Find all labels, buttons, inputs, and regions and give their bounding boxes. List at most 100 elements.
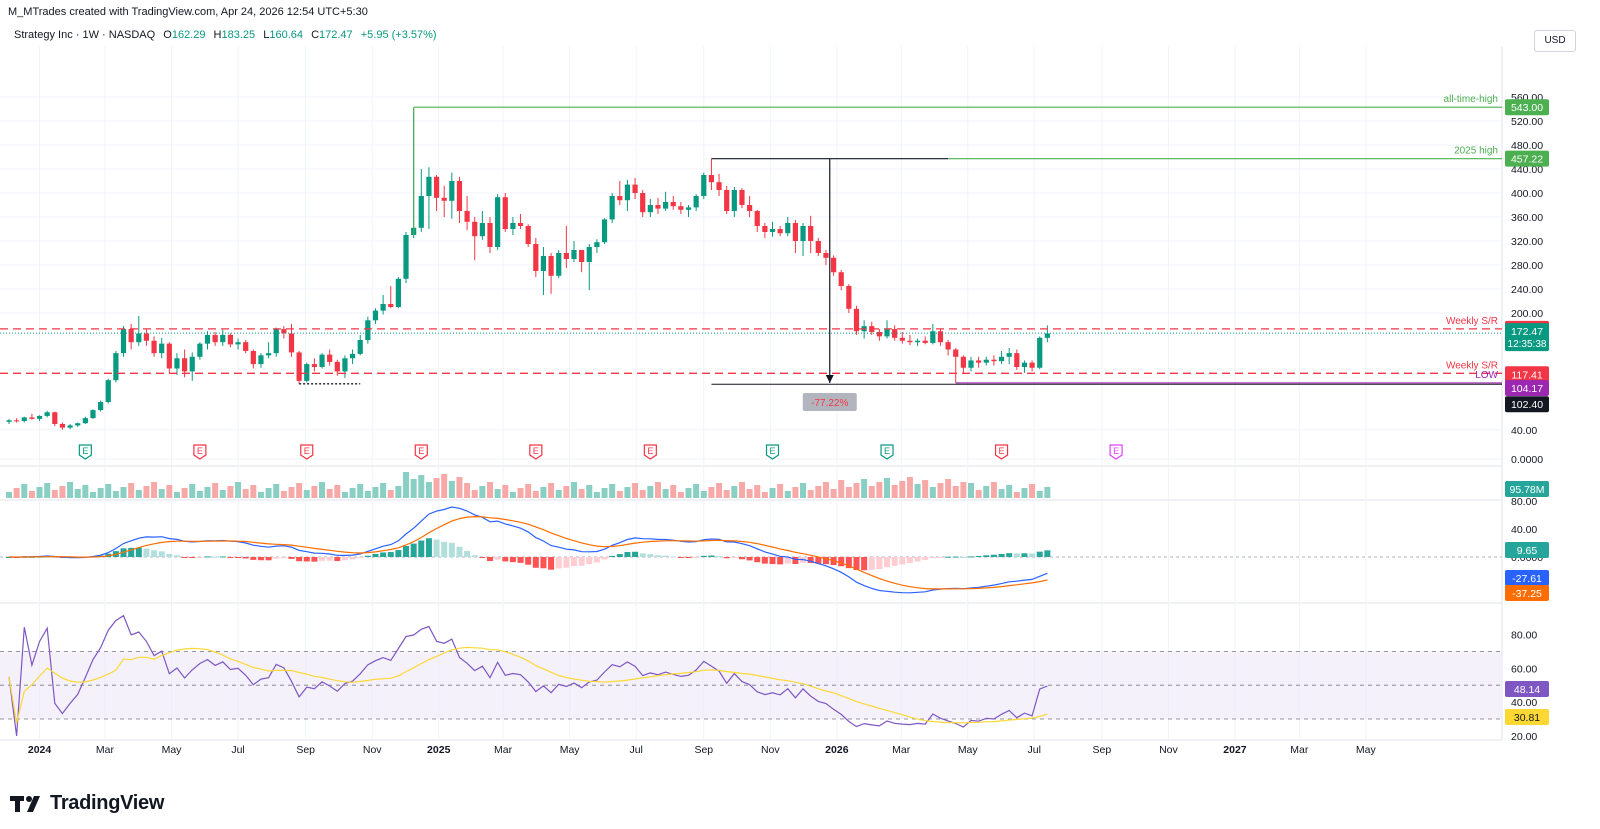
- volume-bar: [700, 491, 707, 498]
- macd-histogram-bar: [128, 547, 135, 557]
- volume-bar: [242, 489, 249, 498]
- macd-histogram-bar: [586, 557, 593, 565]
- macd-histogram-badge-bg: [1505, 542, 1549, 558]
- macd-histogram-bar: [807, 557, 814, 564]
- macd-histogram-bar: [570, 557, 577, 567]
- price-pane[interactable]: all-time-high 2025 high Weekly S/R Weekly S…: [0, 94, 1502, 460]
- macd-histogram-bar: [555, 557, 562, 569]
- earnings-marker-label: E: [884, 446, 890, 456]
- rsi-pane[interactable]: [0, 614, 1502, 736]
- candle-body: [472, 221, 478, 237]
- low-badge-bg: [1505, 379, 1549, 396]
- volume-bar: [74, 489, 81, 498]
- candle-body: [647, 205, 653, 213]
- candle-body: [617, 196, 623, 201]
- rsi-ma-badge: 30.81: [1514, 712, 1540, 724]
- macd-histogram-bar: [670, 556, 677, 558]
- volume-bar: [884, 478, 891, 498]
- volume-bar: [227, 486, 234, 498]
- candle-body: [98, 402, 104, 411]
- volume-bar: [181, 488, 188, 498]
- earnings-marker-label: E: [418, 446, 424, 456]
- candle-body: [624, 184, 631, 201]
- macd-histogram-bar: [754, 557, 761, 563]
- time-tick-label: Jul: [1028, 744, 1041, 756]
- volume-bar: [296, 483, 303, 498]
- candle-body: [250, 350, 256, 365]
- last-price-badge: 172.47: [1511, 326, 1543, 338]
- candle-body: [52, 412, 58, 424]
- volume-bar: [1021, 488, 1028, 498]
- earnings-marker-icon: [414, 444, 428, 460]
- volume-bar: [647, 486, 654, 498]
- volume-badge-bg: [1505, 481, 1549, 497]
- macd-histogram-bar: [815, 557, 822, 564]
- candle-body: [739, 190, 745, 205]
- currency-button[interactable]: USD: [1534, 30, 1576, 52]
- candle-body: [197, 343, 203, 357]
- volume-bar: [738, 482, 745, 498]
- volume-bar: [563, 486, 570, 498]
- volume-bar: [235, 482, 242, 498]
- volume-bar: [487, 482, 494, 498]
- volume-bar: [189, 484, 196, 498]
- volume-bar: [838, 480, 845, 498]
- candle-body: [304, 364, 310, 381]
- candle-body: [1044, 333, 1050, 338]
- tradingview-logo[interactable]: TradingView: [10, 792, 164, 815]
- candle-body: [128, 329, 134, 343]
- candle-body: [227, 334, 234, 345]
- symbol-title: Strategy Inc · 1W · NASDAQ: [14, 29, 156, 41]
- volume-bar: [609, 484, 616, 498]
- volume-bar: [36, 487, 43, 498]
- macd-histogram-bar: [1013, 553, 1020, 557]
- candle-body: [670, 202, 676, 207]
- candle-body: [815, 241, 821, 253]
- macd-histogram-bar: [525, 557, 532, 565]
- volume-bar: [395, 486, 402, 498]
- macd-histogram-bar: [632, 551, 639, 557]
- volume-bar: [586, 485, 593, 498]
- macd-histogram-bar: [403, 545, 410, 557]
- candle-body: [21, 417, 27, 422]
- symbol-legend: Strategy Inc · 1W · NASDAQ O162.29 H183.…: [14, 29, 437, 41]
- macd-histogram-bar: [1006, 553, 1013, 557]
- candle-body: [342, 358, 348, 372]
- macd-histogram-bar: [479, 557, 486, 558]
- candle-body: [265, 353, 272, 356]
- macd-line: [8, 506, 1048, 594]
- candle-body: [479, 223, 485, 237]
- volume-bar: [876, 482, 883, 498]
- volume-bar: [952, 486, 959, 498]
- volume-bar: [662, 489, 669, 498]
- low-value: 160.64: [269, 29, 303, 41]
- macd-histogram-bar: [723, 557, 730, 559]
- macd-histogram-bar: [861, 557, 868, 571]
- volume-bar: [509, 492, 516, 498]
- low-label: L: [263, 29, 270, 41]
- candle-body: [349, 353, 356, 359]
- candle-body: [1029, 362, 1035, 368]
- volume-bar: [937, 483, 944, 498]
- candle-body: [884, 329, 890, 337]
- macd-histogram-bar: [563, 557, 570, 568]
- candle-body: [403, 235, 409, 279]
- candle-body: [914, 340, 921, 343]
- volume-bar: [548, 483, 555, 498]
- candle-body: [976, 360, 982, 363]
- candle-body: [1021, 362, 1028, 368]
- candle-body: [937, 331, 944, 343]
- candle-body: [82, 418, 88, 424]
- volume-bar: [777, 484, 784, 498]
- macd-histogram-bar: [349, 557, 356, 560]
- macd-histogram-bar: [341, 557, 348, 561]
- macd-pane[interactable]: [0, 506, 1502, 594]
- candle-body: [281, 329, 287, 334]
- candle-body: [586, 247, 592, 262]
- volume-bar: [6, 492, 12, 498]
- volume-bar: [433, 478, 440, 498]
- earnings-marker-label: E: [304, 446, 310, 456]
- candle-body: [693, 196, 699, 208]
- macd-histogram-bar: [135, 547, 142, 557]
